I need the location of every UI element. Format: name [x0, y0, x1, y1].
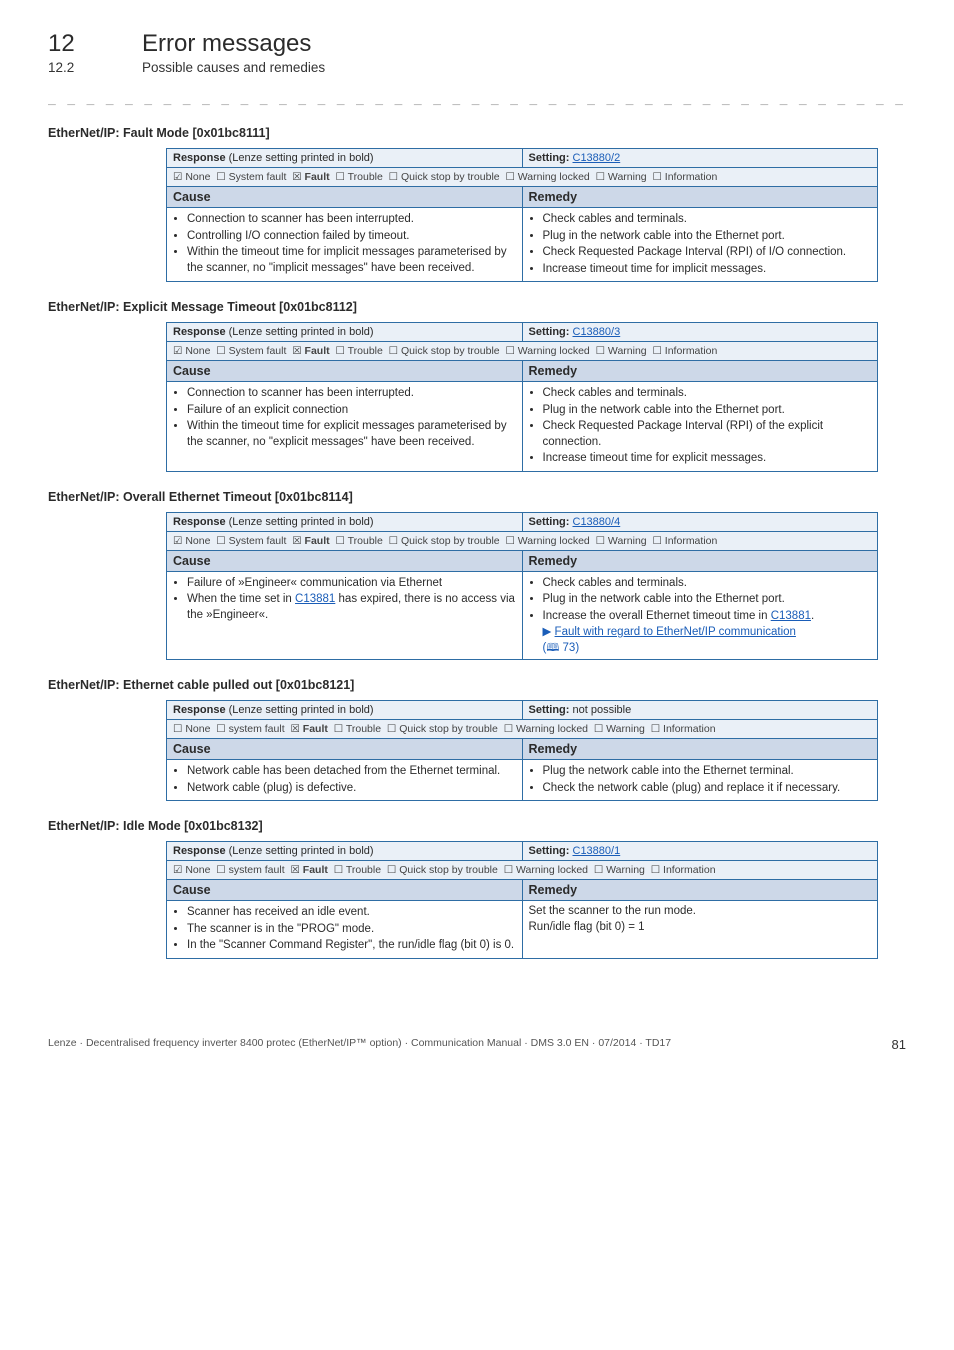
list-item: Check cables and terminals. [543, 576, 872, 592]
response-paren: (Lenze setting printed in bold) [226, 845, 374, 857]
list-item: Failure of »Engineer« communication via … [187, 576, 516, 592]
response-label: Response [173, 326, 226, 338]
page-ref: (🕮 73) [543, 642, 580, 654]
list-item: Within the timeout time for implicit mes… [187, 245, 516, 276]
remedy-line: Set the scanner to the run mode. [529, 905, 697, 917]
setting-link[interactable]: C13880/1 [573, 845, 621, 857]
setting-link[interactable]: C13880/3 [573, 326, 621, 338]
setting-label: Setting: [529, 152, 573, 164]
list-item: Plug the network cable into the Ethernet… [543, 764, 872, 780]
text-part: When the time set in [187, 593, 295, 605]
code-link[interactable]: C13881 [771, 610, 811, 622]
list-item: Network cable has been detached from the… [187, 764, 516, 780]
remedy-header: Remedy [522, 361, 878, 382]
remedy-header: Remedy [522, 880, 878, 901]
remedy-header: Remedy [522, 739, 878, 760]
separator-dashes: _ _ _ _ _ _ _ _ _ _ _ _ _ _ _ _ _ _ _ _ … [48, 91, 906, 106]
list-item: In the "Scanner Command Register", the r… [187, 938, 516, 954]
code-link[interactable]: C13881 [295, 593, 335, 605]
checkbox-row: ☑ None ☐ System fault ☒ Fault ☐ Trouble … [173, 171, 717, 183]
error-table: Response (Lenze setting printed in bold)… [166, 841, 878, 959]
list-item: Check cables and terminals. [543, 386, 872, 402]
list-item: Increase the overall Ethernet timeout ti… [543, 609, 872, 625]
section-title: Possible causes and remedies [142, 60, 325, 75]
remedy-header: Remedy [522, 187, 878, 208]
list-item: Connection to scanner has been interrupt… [187, 212, 516, 228]
remedy-header: Remedy [522, 550, 878, 571]
cause-header: Cause [167, 739, 523, 760]
list-item: Check Requested Package Interval (RPI) o… [543, 419, 872, 450]
setting-label: Setting: [529, 704, 573, 716]
remedy-list: Check cables and terminals. Plug in the … [529, 212, 872, 277]
cause-list: Connection to scanner has been interrupt… [173, 212, 516, 276]
cause-header: Cause [167, 880, 523, 901]
chapter-number: 12 [48, 30, 118, 58]
cause-header: Cause [167, 550, 523, 571]
checkbox-row: ☑ None ☐ System fault ☒ Fault ☐ Trouble … [173, 535, 717, 547]
list-item: Plug in the network cable into the Ether… [543, 592, 872, 608]
response-label: Response [173, 516, 226, 528]
response-label: Response [173, 704, 226, 716]
book-icon: 🕮 [546, 642, 559, 654]
triangle-icon: ▶ [543, 626, 555, 638]
list-item: Network cable (plug) is defective. [187, 781, 516, 797]
setting-link[interactable]: C13880/4 [573, 516, 621, 528]
checkbox-row: ☑ None ☐ System fault ☒ Fault ☐ Trouble … [173, 345, 717, 357]
response-paren: (Lenze setting printed in bold) [226, 516, 374, 528]
list-item: Connection to scanner has been interrupt… [187, 386, 516, 402]
response-paren: (Lenze setting printed in bold) [226, 326, 374, 338]
response-label: Response [173, 845, 226, 857]
remedy-list: Check cables and terminals. Plug in the … [529, 576, 872, 625]
response-label: Response [173, 152, 226, 164]
fault-link[interactable]: Fault with regard to EtherNet/IP communi… [555, 626, 796, 638]
list-item: When the time set in C13881 has expired,… [187, 592, 516, 623]
list-item: Within the timeout time for explicit mes… [187, 419, 516, 450]
cause-header: Cause [167, 361, 523, 382]
checkbox-row: ☐ None ☐ system fault ☒ Fault ☐ Trouble … [173, 723, 716, 735]
footer-text: Lenze · Decentralised frequency inverter… [48, 1037, 671, 1052]
list-item: Increase timeout time for explicit messa… [543, 451, 872, 467]
cause-list: Connection to scanner has been interrupt… [173, 386, 516, 450]
checkbox-row: ☑ None ☐ system fault ☒ Fault ☐ Trouble … [173, 864, 716, 876]
error-heading: EtherNet/IP: Explicit Message Timeout [0… [48, 300, 906, 314]
page-number-ref: 73) [559, 642, 579, 654]
error-heading: EtherNet/IP: Idle Mode [0x01bc8132] [48, 819, 906, 833]
remedy-list: Plug the network cable into the Ethernet… [529, 764, 872, 796]
remedy-text: Set the scanner to the run mode. Run/idl… [522, 901, 878, 959]
error-table: Response (Lenze setting printed in bold)… [166, 512, 878, 661]
list-item: Failure of an explicit connection [187, 403, 516, 419]
setting-value: not possible [573, 704, 632, 716]
error-heading: EtherNet/IP: Ethernet cable pulled out [… [48, 678, 906, 692]
response-paren: (Lenze setting printed in bold) [226, 152, 374, 164]
setting-link[interactable]: C13880/2 [573, 152, 621, 164]
error-heading: EtherNet/IP: Overall Ethernet Timeout [0… [48, 490, 906, 504]
list-item: Controlling I/O connection failed by tim… [187, 229, 516, 245]
setting-label: Setting: [529, 516, 573, 528]
setting-label: Setting: [529, 326, 573, 338]
list-item: Check Requested Package Interval (RPI) o… [543, 245, 872, 261]
list-item: Check the network cable (plug) and repla… [543, 781, 872, 797]
section-number: 12.2 [48, 60, 118, 75]
remedy-list: Check cables and terminals. Plug in the … [529, 386, 872, 467]
list-item: Plug in the network cable into the Ether… [543, 229, 872, 245]
error-table: Response (Lenze setting printed in bold)… [166, 148, 878, 282]
list-item: Plug in the network cable into the Ether… [543, 403, 872, 419]
error-heading: EtherNet/IP: Fault Mode [0x01bc8111] [48, 126, 906, 140]
page-number: 81 [892, 1037, 906, 1052]
remedy-line: Run/idle flag (bit 0) = 1 [529, 921, 645, 933]
cause-list: Failure of »Engineer« communication via … [173, 576, 516, 624]
error-table: Response (Lenze setting printed in bold)… [166, 322, 878, 472]
error-table: Response (Lenze setting printed in bold)… [166, 700, 878, 801]
list-item: Check cables and terminals. [543, 212, 872, 228]
chapter-title: Error messages [142, 30, 311, 58]
response-paren: (Lenze setting printed in bold) [226, 704, 374, 716]
list-item: The scanner is in the "PROG" mode. [187, 922, 516, 938]
cause-list: Network cable has been detached from the… [173, 764, 516, 796]
list-item: Increase timeout time for implicit messa… [543, 262, 872, 278]
cause-header: Cause [167, 187, 523, 208]
setting-label: Setting: [529, 845, 573, 857]
list-item: Scanner has received an idle event. [187, 905, 516, 921]
text-part: Increase the overall Ethernet timeout ti… [543, 610, 771, 622]
cause-list: Scanner has received an idle event. The … [173, 905, 516, 954]
